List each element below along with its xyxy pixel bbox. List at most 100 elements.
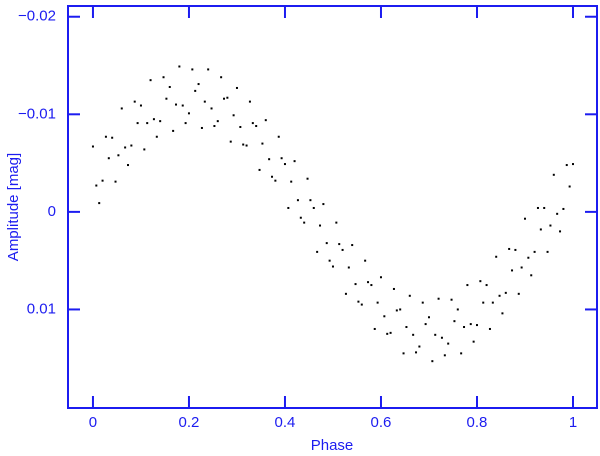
point xyxy=(149,79,152,82)
point xyxy=(207,68,210,71)
point xyxy=(274,179,277,182)
point xyxy=(258,168,261,171)
point xyxy=(104,135,107,138)
point xyxy=(546,250,549,253)
x-tick-label: 1 xyxy=(569,414,577,431)
point xyxy=(405,326,408,329)
point xyxy=(367,281,370,284)
point xyxy=(216,120,219,123)
point xyxy=(136,122,139,125)
point xyxy=(552,173,555,176)
point xyxy=(139,104,142,107)
point xyxy=(571,163,574,166)
point xyxy=(408,294,411,297)
point xyxy=(431,360,434,363)
point xyxy=(133,100,136,103)
point xyxy=(402,352,405,355)
point xyxy=(335,221,338,224)
point xyxy=(415,351,418,354)
x-axis-label: Phase xyxy=(311,437,354,454)
point xyxy=(239,125,242,128)
point xyxy=(268,158,271,161)
point xyxy=(437,297,440,300)
point xyxy=(379,276,382,279)
point xyxy=(482,301,485,304)
point xyxy=(383,315,386,318)
point xyxy=(565,164,568,167)
point xyxy=(517,292,520,295)
point xyxy=(421,301,424,304)
point xyxy=(184,122,187,125)
x-tick-label: 0.4 xyxy=(275,414,296,431)
point xyxy=(568,185,571,188)
point xyxy=(447,342,450,345)
point xyxy=(322,203,325,206)
x-tick-label: 0.8 xyxy=(467,414,488,431)
x-tick-label: 0 xyxy=(89,414,97,431)
point xyxy=(370,284,373,287)
point xyxy=(111,136,114,139)
point xyxy=(399,308,402,311)
point xyxy=(360,303,363,306)
point xyxy=(277,135,280,138)
point xyxy=(511,269,514,272)
point xyxy=(389,331,392,334)
point xyxy=(364,259,367,262)
point xyxy=(95,184,98,187)
point xyxy=(296,199,299,202)
x-tick-label: 0.6 xyxy=(371,414,392,431)
point xyxy=(520,266,523,269)
point xyxy=(549,224,552,227)
point xyxy=(248,100,251,103)
point xyxy=(264,119,267,122)
point xyxy=(508,247,511,250)
y-tick-label: −0.01 xyxy=(18,105,56,122)
y-tick-label: 0 xyxy=(48,203,56,220)
point xyxy=(530,274,533,277)
point xyxy=(412,333,415,336)
point xyxy=(527,256,530,259)
point xyxy=(559,230,562,233)
point xyxy=(376,301,379,304)
point xyxy=(514,248,517,251)
point xyxy=(299,216,302,219)
point xyxy=(200,126,203,129)
point xyxy=(543,206,546,209)
point xyxy=(127,164,130,167)
point xyxy=(351,244,354,247)
point xyxy=(312,206,315,209)
point xyxy=(504,291,507,294)
point xyxy=(168,85,171,88)
point xyxy=(450,298,453,301)
plot-frame xyxy=(67,5,598,409)
point xyxy=(463,326,466,329)
point xyxy=(187,112,190,115)
point xyxy=(181,104,184,107)
point xyxy=(319,224,322,227)
point xyxy=(178,65,181,68)
point xyxy=(539,228,542,231)
point xyxy=(191,68,194,71)
point xyxy=(107,157,110,160)
point xyxy=(223,97,226,100)
point xyxy=(280,157,283,160)
point xyxy=(117,154,120,157)
point xyxy=(255,125,258,128)
point xyxy=(271,175,274,178)
point xyxy=(283,163,286,166)
point xyxy=(120,107,123,110)
point xyxy=(491,301,494,304)
point xyxy=(485,284,488,287)
point xyxy=(325,242,328,245)
point xyxy=(172,129,175,132)
point xyxy=(475,324,478,327)
point xyxy=(434,333,437,336)
point xyxy=(453,320,456,323)
y-tick-label: 0.01 xyxy=(27,300,56,317)
point xyxy=(124,146,127,149)
point xyxy=(443,354,446,357)
point xyxy=(498,294,501,297)
point xyxy=(440,336,443,339)
point xyxy=(165,97,168,100)
point xyxy=(562,207,565,210)
